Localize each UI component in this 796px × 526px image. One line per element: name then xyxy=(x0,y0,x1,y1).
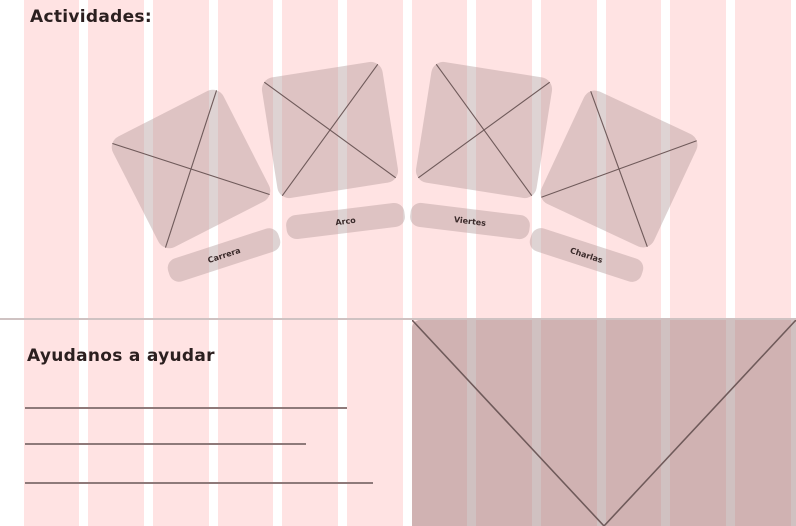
activity-image-placeholder[interactable] xyxy=(414,60,554,200)
activity-label-button[interactable]: Viertes xyxy=(409,202,531,240)
placeholder-cross-icon xyxy=(414,60,554,200)
activity-label: Arco xyxy=(335,215,356,226)
help-title: Ayudanos a ayudar xyxy=(27,346,215,366)
activity-label-button[interactable]: Arco xyxy=(285,202,406,240)
placeholder-cross-icon xyxy=(412,320,796,526)
help-image-placeholder[interactable] xyxy=(412,320,796,526)
activity-label: Carrera xyxy=(206,245,241,264)
text-placeholder-line xyxy=(25,443,306,445)
placeholder-cross-icon xyxy=(537,87,702,252)
activities-title: Actividades: xyxy=(30,7,152,27)
activity-image-placeholder[interactable] xyxy=(537,87,702,252)
activity-image-placeholder[interactable] xyxy=(108,86,275,253)
grid-column xyxy=(24,0,79,526)
text-placeholder-line xyxy=(25,407,347,409)
placeholder-cross-icon xyxy=(260,60,400,200)
text-placeholder-line xyxy=(25,482,373,484)
activity-image-placeholder[interactable] xyxy=(260,60,400,200)
placeholder-cross-icon xyxy=(108,86,275,253)
activity-label: Charlas xyxy=(569,245,604,264)
grid-column xyxy=(88,0,144,526)
activity-label: Viertes xyxy=(453,215,486,228)
